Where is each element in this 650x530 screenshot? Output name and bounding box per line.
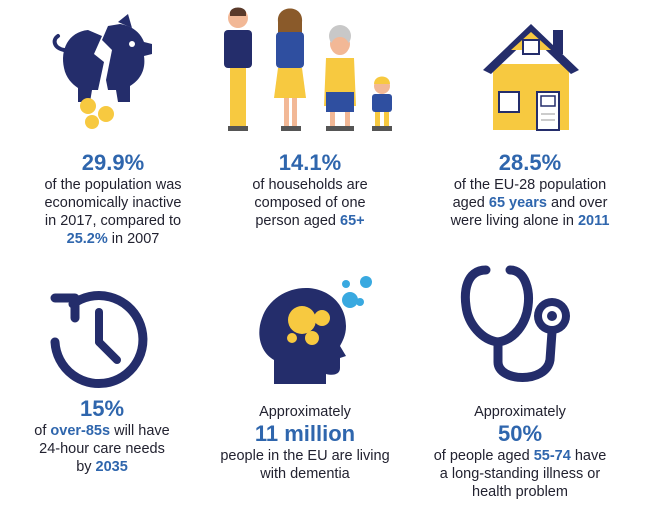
stat-text-fragment: were living alone in: [450, 213, 578, 229]
highlight: 2035: [95, 459, 128, 475]
stat-text-fragment: of people aged: [433, 448, 534, 464]
stat-pre-text: Approximately: [474, 404, 566, 420]
stat-text-fragment: have: [570, 448, 607, 464]
stat-text-line: 25.2% in 2007: [18, 230, 208, 248]
stat-text-line: 24-hour care needs: [39, 441, 165, 457]
stat-text-line: a long-standing illness or: [439, 466, 601, 482]
stat-long-standing-illness: Approximately 50% of people aged 55-74 h…: [420, 403, 620, 501]
stat-text-line: by 2035: [12, 458, 192, 476]
stethoscope-icon: [460, 265, 570, 382]
stat-text-line: person aged 65+: [220, 212, 400, 230]
stat-text-line: with dementia: [260, 466, 350, 482]
stat-text-line: aged 65 years and over: [430, 194, 630, 212]
stat-figure: 15%: [79, 396, 125, 421]
stat-text-line: of people aged 55-74 have: [420, 447, 620, 465]
family-icon: [224, 7, 392, 131]
stat-dementia: Approximately 11 million people in the E…: [198, 403, 412, 483]
highlight: 55-74: [533, 448, 571, 464]
highlight: 65 years: [488, 195, 547, 211]
stat-text-line: in 2017, compared to: [44, 213, 182, 229]
stat-text-fragment: by: [76, 459, 96, 475]
highlight: 2011: [577, 213, 610, 229]
stat-living-alone: 28.5% of the EU-28 population aged 65 ye…: [430, 150, 630, 230]
highlight: 65+: [340, 213, 365, 229]
stat-text-fragment: in 2007: [107, 231, 160, 247]
stat-text-fragment: aged: [452, 195, 489, 211]
highlight: over-85s: [50, 423, 111, 439]
stat-text-line: people in the EU are living: [220, 448, 390, 464]
stat-single-households: 14.1% of households are composed of one …: [220, 150, 400, 230]
stat-text-line: of over-85s will have: [12, 422, 192, 440]
stat-figure: 29.9%: [81, 150, 145, 175]
stat-text-line: of the population was: [44, 177, 182, 193]
stat-text-fragment: of: [34, 423, 51, 439]
stat-pre-text: Approximately: [259, 404, 351, 420]
stat-text-line: were living alone in 2011: [430, 212, 630, 230]
stat-figure: 28.5%: [498, 150, 562, 175]
highlight: 25.2%: [66, 231, 108, 247]
stat-figure: 14.1%: [278, 150, 342, 175]
stat-text-line: composed of one: [254, 195, 366, 211]
stat-text-line: of the EU-28 population: [453, 177, 607, 193]
stat-economically-inactive: 29.9% of the population was economically…: [18, 150, 208, 248]
broken-piggy-bank-icon: [52, 14, 152, 129]
stat-text-fragment: and over: [546, 195, 608, 211]
stat-text-fragment: will have: [110, 423, 170, 439]
stat-text-fragment: person aged: [255, 213, 341, 229]
head-dementia-icon: [259, 276, 372, 384]
clock-icon: [50, 291, 148, 389]
stat-care-needs: 15% of over-85s will have 24-hour care n…: [12, 396, 192, 476]
stat-text-line: of households are: [252, 177, 368, 193]
house-icon: [483, 24, 579, 131]
stat-text-line: economically inactive: [44, 195, 182, 211]
stat-text-line: health problem: [472, 484, 568, 500]
stat-figure: 11 million: [254, 421, 356, 446]
stat-figure: 50%: [497, 421, 543, 446]
